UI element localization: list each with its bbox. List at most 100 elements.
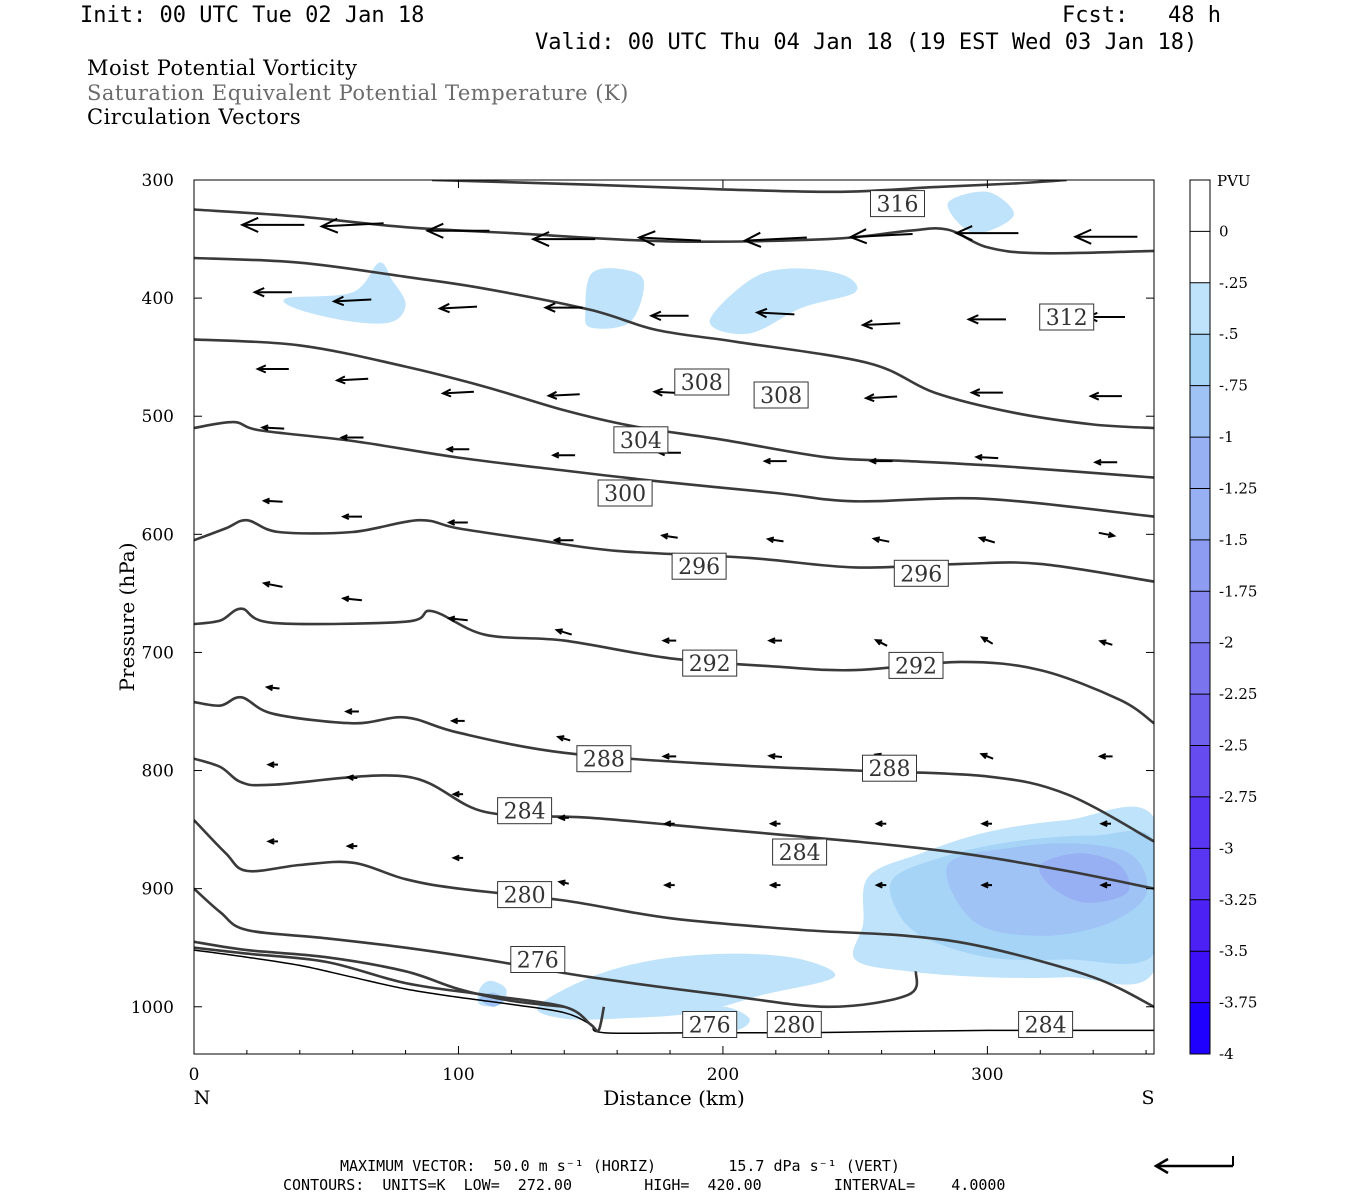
circulation-vector [980, 820, 992, 828]
end-label-north: N [194, 1087, 211, 1109]
circulation-vector [648, 310, 689, 322]
colorbar-swatch [1190, 796, 1210, 849]
contour-label: 284 [497, 797, 553, 825]
circulation-vector [1098, 639, 1113, 646]
theta-contour-288 [194, 757, 1154, 890]
reference-vector-arrow [1153, 1156, 1234, 1175]
circulation-vector [543, 302, 583, 313]
colorbar-swatch [1190, 745, 1210, 798]
circulation-vector [874, 820, 887, 828]
contour-label: 280 [766, 1011, 822, 1039]
contour-label: 280 [497, 881, 553, 909]
circulation-vector [445, 445, 470, 453]
colorbar-swatch [1190, 180, 1210, 232]
pv-region [1039, 853, 1130, 903]
contour-label: 276 [682, 1011, 738, 1039]
pv-region [709, 268, 858, 335]
colorbar-swatch [1190, 385, 1210, 438]
contour-label: 292 [888, 651, 944, 679]
circulation-vector [662, 881, 675, 889]
contour-label: 276 [510, 946, 566, 974]
circulation-vector [980, 881, 992, 889]
circulation-vector [762, 457, 787, 465]
y-tick-label: 600 [142, 525, 174, 545]
contour-label: 284 [1018, 1011, 1074, 1039]
circulation-vector [863, 393, 898, 403]
svg-text:284: 284 [779, 841, 821, 866]
circulation-vector [874, 881, 887, 889]
axes: 0 100 200 300 300 400 500 600 700 800 900 1000 [131, 171, 1154, 1085]
colorbar-label: -2 [1219, 634, 1234, 652]
circulation-vector [660, 532, 678, 540]
colorbar-swatch [1190, 334, 1210, 387]
colorbar-label: -2.25 [1219, 685, 1257, 703]
circulation-vector [425, 222, 490, 239]
circulation-vector [754, 307, 795, 319]
theta-contour-296 [194, 607, 1154, 725]
theta-contour-312 [194, 256, 1154, 430]
theta-contours [194, 180, 1154, 1033]
svg-text:280: 280 [773, 1014, 815, 1039]
circulation-vector [557, 814, 569, 822]
circulation-vector [266, 838, 278, 845]
theta-contour-292 [194, 695, 1154, 843]
field-thetae-label: Saturation Equivalent Potential Temperat… [87, 81, 629, 105]
circulation-vector [252, 287, 292, 298]
svg-text:304: 304 [620, 429, 662, 454]
circulation-vector [661, 752, 677, 760]
colorbar-label: -3.25 [1219, 891, 1257, 909]
end-label-south: S [1141, 1087, 1154, 1109]
circulation-vector [239, 216, 305, 233]
circulation-vector [555, 735, 571, 742]
pv-region [283, 262, 406, 324]
circulation-vector [662, 820, 675, 828]
circulation-vector [767, 752, 783, 760]
theta-contour-284 [194, 819, 1154, 1008]
x-axis-title: Distance (km) [603, 1086, 745, 1110]
svg-text:276: 276 [517, 949, 559, 974]
circulation-vector [767, 637, 782, 645]
circulation-vector [979, 636, 994, 645]
contour-label: 308 [753, 381, 809, 409]
colorbar-label: -3.75 [1219, 994, 1257, 1012]
pv-region [537, 953, 836, 1020]
circulation-vector [1098, 531, 1117, 539]
x-tick-label: 0 [189, 1065, 200, 1085]
circulation-vector [319, 217, 384, 234]
contour-label: 316 [870, 190, 925, 218]
plot-frame [193, 179, 1155, 1055]
colorbar-swatch [1190, 437, 1210, 489]
colorbar-swatch [1190, 848, 1210, 901]
contour-label: 284 [772, 838, 828, 866]
valid-time: Valid: 00 UTC Thu 04 Jan 18 (19 EST Wed … [535, 30, 1198, 55]
circulation-vector [557, 879, 570, 887]
circulation-vector [264, 684, 280, 692]
circulation-vector [977, 536, 996, 544]
init-time: Init: 00 UTC Tue 02 Jan 18 [80, 3, 425, 28]
x-tick-label: 300 [971, 1065, 1003, 1085]
svg-text:312: 312 [1046, 306, 1088, 331]
theta-contour-300 [194, 518, 1154, 583]
circulation-vector [1072, 228, 1138, 245]
svg-text:284: 284 [504, 800, 546, 825]
circulation-vector [768, 881, 781, 889]
circulation-vector [446, 519, 468, 526]
colorbar-label: 0 [1219, 222, 1229, 240]
circulation-vector [449, 717, 465, 725]
colorbar-label: -3 [1219, 839, 1234, 857]
circulation-vector [969, 388, 1003, 398]
pv-colorbar: 0 -.25 -.5 -.75 -1 -1.25 -1.5 -1.75 -2 -2.25 -2.5 -… [1189, 179, 1257, 1063]
contour-label: 300 [597, 479, 653, 507]
y-tick-label: 900 [142, 880, 174, 900]
colorbar-swatch [1190, 591, 1210, 644]
svg-text:292: 292 [895, 654, 937, 679]
x-tick-label: 200 [707, 1065, 739, 1085]
terrain-line [194, 949, 1154, 1035]
circulation-vector [261, 581, 283, 588]
contour-labels: 316 312 308 308 304 300 296 296 292 292 288 288 284 2… [497, 190, 1095, 1039]
circulation-vector [334, 375, 369, 385]
field-vectors-label: Circulation Vectors [87, 105, 302, 129]
contour-label: 308 [674, 368, 730, 396]
svg-text:308: 308 [760, 384, 802, 409]
